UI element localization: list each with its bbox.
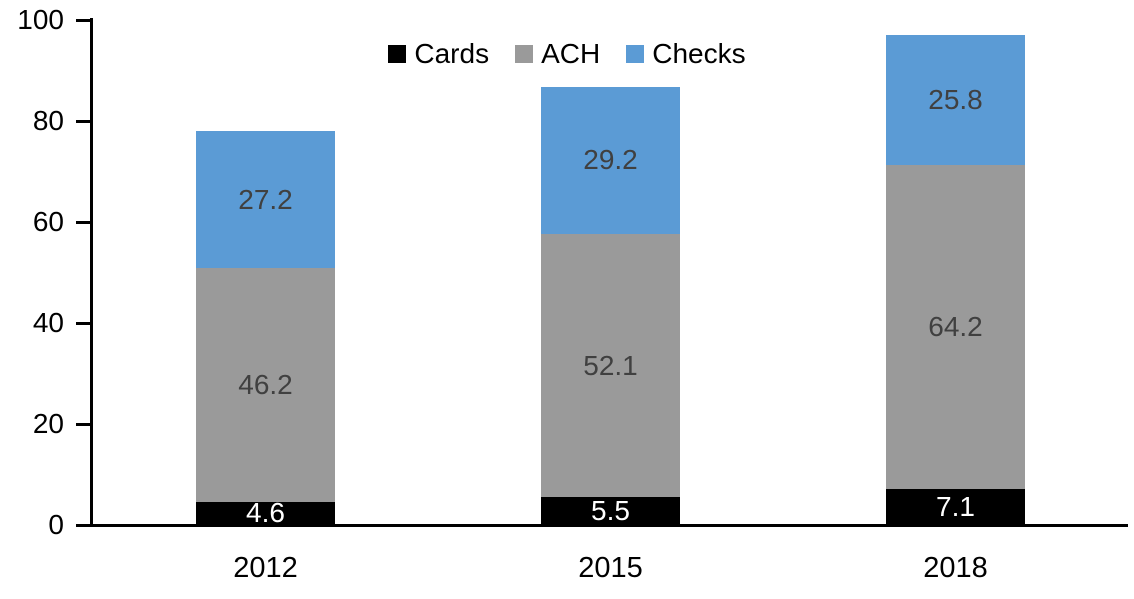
y-tick-60 — [76, 220, 90, 224]
data-label-checks-2012: 27.2 — [238, 183, 293, 215]
x-axis-line — [76, 524, 1128, 527]
data-label-checks-2018: 25.8 — [928, 83, 983, 115]
bar-segment-ach-2015: 52.1 — [541, 234, 680, 498]
data-label-cards-2018: 7.1 — [936, 491, 975, 523]
legend-item-checks: Checks — [626, 38, 746, 69]
bar-segment-ach-2018: 64.2 — [886, 164, 1025, 490]
ach-swatch-icon — [515, 45, 534, 63]
y-axis-line — [90, 18, 93, 527]
bar-segment-checks-2018: 25.8 — [886, 34, 1025, 165]
data-label-ach-2015: 52.1 — [583, 349, 638, 381]
y-tick-label-60: 60 — [32, 206, 64, 237]
data-label-cards-2015: 5.5 — [591, 495, 630, 527]
data-label-checks-2015: 29.2 — [583, 144, 638, 176]
data-label-ach-2012: 46.2 — [238, 369, 293, 401]
category-label-2012: 2012 — [233, 552, 298, 584]
legend-item-ach: ACH — [515, 40, 600, 68]
bar-segment-checks-2015: 29.2 — [541, 86, 680, 235]
y-tick-label-80: 80 — [32, 105, 64, 136]
category-label-2015: 2015 — [578, 552, 643, 584]
y-tick-label-100: 100 — [17, 4, 64, 35]
cards-swatch-icon — [388, 45, 407, 63]
bar-segment-ach-2012: 46.2 — [196, 268, 335, 502]
y-tick-label-0: 0 — [48, 509, 64, 540]
y-tick-80 — [76, 119, 90, 123]
data-label-ach-2018: 64.2 — [928, 311, 983, 343]
legend-label-ach: ACH — [541, 38, 601, 69]
checks-swatch-icon — [626, 45, 645, 63]
legend-label-cards: Cards — [414, 38, 490, 69]
legend-label-checks: Checks — [652, 38, 746, 69]
data-label-cards-2012: 4.6 — [246, 497, 285, 529]
bar-segment-cards-2012: 4.6 — [196, 497, 335, 529]
legend-item-cards: Cards — [388, 40, 489, 68]
y-tick-label-20: 20 — [32, 408, 64, 439]
bar-segment-cards-2015: 5.5 — [541, 497, 680, 525]
y-tick-label-40: 40 — [32, 307, 64, 338]
y-tick-40 — [76, 321, 90, 325]
y-tick-100 — [76, 18, 90, 22]
category-label-2018: 2018 — [923, 552, 988, 584]
chart-legend: Cards ACH Checks — [0, 36, 1134, 72]
bar-segment-checks-2012: 27.2 — [196, 131, 335, 269]
y-tick-20 — [76, 422, 90, 426]
bar-segment-cards-2018: 7.1 — [886, 489, 1025, 525]
